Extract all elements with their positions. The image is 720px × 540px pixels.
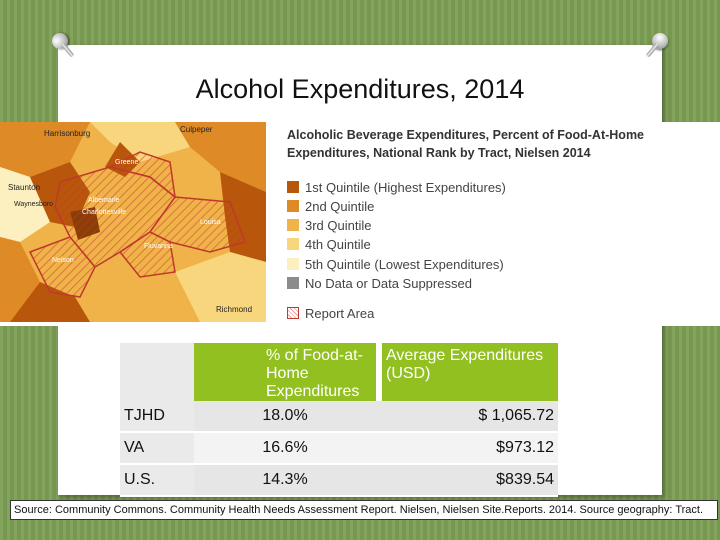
- map-panel: Harrisonburg Culpeper Greene Staunton Wa…: [0, 122, 720, 326]
- table-header-cell: [120, 343, 194, 401]
- table-header-cell: Average Expenditures (USD): [376, 343, 558, 401]
- table-cell-area: TJHD: [120, 401, 194, 433]
- legend-swatch: [287, 277, 299, 289]
- place-label: Nelson: [52, 257, 74, 264]
- expenditure-table: % of Food-at-Home Expenditures Average E…: [120, 343, 558, 497]
- tract: [0, 122, 90, 177]
- legend-label: Report Area: [305, 305, 375, 321]
- legend-item: 4th Quintile: [287, 235, 371, 253]
- legend-swatch: [287, 200, 299, 212]
- table-header-cell: % of Food-at-Home Expenditures: [194, 343, 376, 401]
- table-header-row: % of Food-at-Home Expenditures Average E…: [120, 343, 558, 401]
- legend-swatch-hatched: [287, 307, 299, 319]
- table-cell-usd: $ 1,065.72: [376, 401, 558, 433]
- legend-title: Alcoholic Beverage Expenditures, Percent…: [287, 128, 645, 160]
- slide-title: Alcohol Expenditures, 2014: [195, 74, 525, 104]
- place-label: Harrisonburg: [44, 129, 90, 138]
- legend-swatch: [287, 219, 299, 231]
- place-label: Fluvanna: [144, 243, 173, 250]
- legend-swatch: [287, 181, 299, 193]
- place-label: Greene: [115, 159, 138, 166]
- place-label: Culpeper: [180, 125, 213, 134]
- table-cell-percent: 14.3%: [194, 465, 376, 497]
- source-citation: Source: Community Commons. Community Hea…: [10, 500, 718, 520]
- place-label: Richmond: [216, 305, 252, 314]
- legend-label: 2nd Quintile: [305, 198, 375, 214]
- tract: [0, 167, 50, 242]
- legend-label: 3rd Quintile: [305, 217, 372, 233]
- legend-swatch: [287, 258, 299, 270]
- legend-label: 5th Quintile (Lowest Expenditures): [305, 256, 504, 272]
- report-area-greene: [107, 151, 177, 199]
- table-cell-usd: $973.12: [376, 433, 558, 465]
- legend-swatch: [287, 238, 299, 250]
- place-label: Albemarle: [88, 197, 120, 204]
- tract: [0, 237, 40, 322]
- tract: [175, 122, 266, 192]
- place-label: Staunton: [8, 183, 40, 192]
- legend-label: No Data or Data Suppressed: [305, 275, 472, 291]
- tract: [175, 252, 266, 322]
- legend-label: 1st Quintile (Highest Expenditures): [305, 179, 506, 195]
- table-cell-percent: 16.6%: [194, 433, 376, 465]
- choropleth-map: Harrisonburg Culpeper Greene Staunton Wa…: [0, 122, 266, 322]
- table-row: TJHD 18.0% $ 1,065.72: [120, 401, 558, 433]
- table-cell-percent: 18.0%: [194, 401, 376, 433]
- table-cell-area: U.S.: [120, 465, 194, 497]
- legend-item: 5th Quintile (Lowest Expenditures): [287, 255, 504, 273]
- report-area-nelson: [28, 236, 96, 298]
- report-area-fluvanna: [118, 231, 176, 278]
- legend-item: 3rd Quintile: [287, 216, 371, 234]
- tract: [90, 122, 190, 162]
- place-label: Waynesboro: [14, 201, 53, 208]
- place-label: Charlottesville: [82, 209, 126, 216]
- legend-item: 1st Quintile (Highest Expenditures): [287, 178, 506, 196]
- legend-item: 2nd Quintile: [287, 197, 374, 215]
- legend-item: Report Area: [287, 304, 374, 322]
- table-cell-area: VA: [120, 433, 194, 465]
- tract: [10, 282, 90, 322]
- place-label: Louisa: [200, 219, 221, 226]
- legend-item: No Data or Data Suppressed: [287, 274, 472, 292]
- table-row: VA 16.6% $973.12: [120, 433, 558, 465]
- table-row: U.S. 14.3% $839.54: [120, 465, 558, 497]
- legend-label: 4th Quintile: [305, 236, 371, 252]
- table-cell-usd: $839.54: [376, 465, 558, 497]
